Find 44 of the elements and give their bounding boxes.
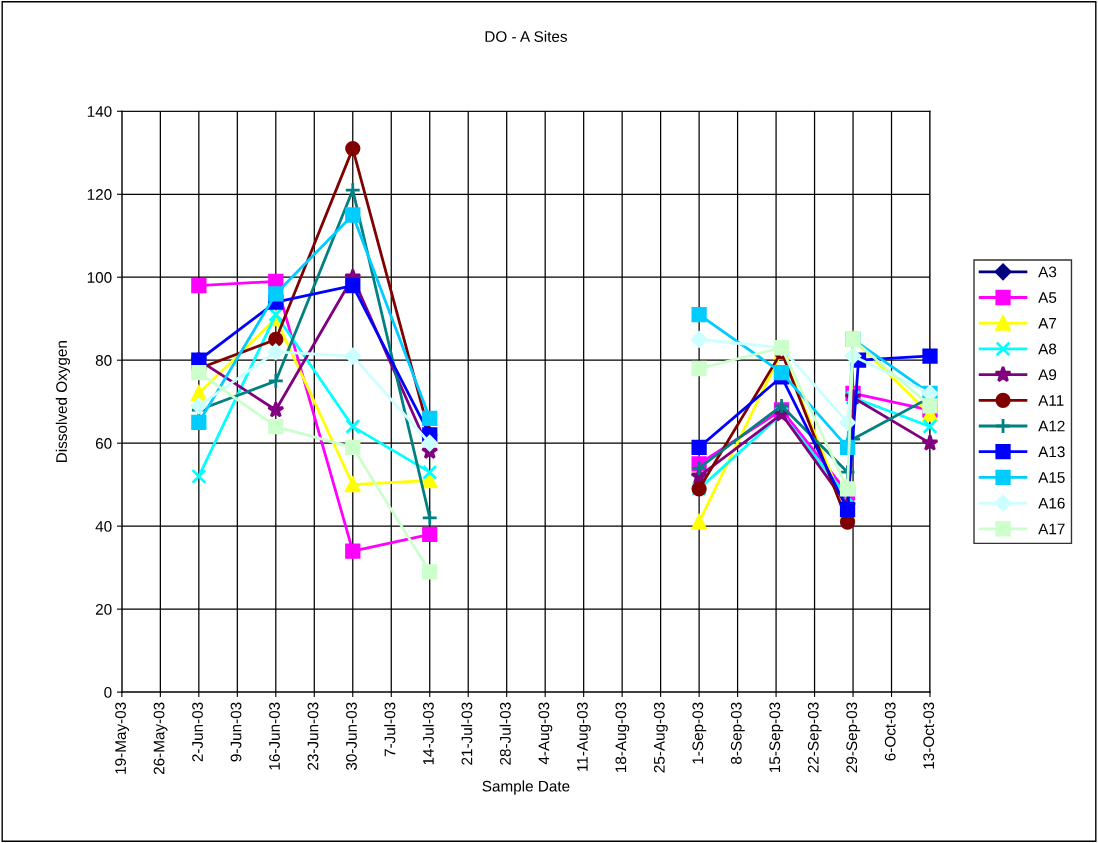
x-tick-label: 13-Oct-03 (923, 702, 935, 769)
chart-title: DO - A Sites (485, 30, 567, 42)
legend-label: A11 (1038, 395, 1064, 406)
legend-label: A12 (1038, 420, 1065, 432)
y-tick-label: 100 (87, 272, 112, 283)
x-tick-label: 18-Aug-03 (615, 702, 630, 772)
x-tick-label: 8-Sep-03 (730, 702, 745, 765)
x-tick-label: 26-May-03 (153, 702, 168, 775)
y-tick-label: 60 (95, 438, 112, 449)
x-tick-label: 16-Jun-03 (269, 702, 280, 770)
legend-label: A13 (1038, 446, 1065, 458)
x-tick-label: 11-Aug-03 (576, 702, 591, 771)
x-tick-label: 25-Aug-03 (653, 702, 668, 773)
x-tick-label: 29-Sep-03 (846, 702, 861, 773)
y-tick-label: 20 (95, 604, 112, 615)
x-tick-label: 14-Jul-03 (422, 702, 434, 765)
x-tick-label: 15-Sep-03 (769, 702, 784, 772)
legend-label: A7 (1038, 318, 1057, 329)
y-tick-label: 40 (95, 521, 112, 532)
x-tick-label: 28-Jul-03 (499, 702, 511, 765)
x-tick-label: 21-Jul-03 (461, 702, 473, 765)
legend-label: A8 (1038, 343, 1057, 355)
x-axis-title: Sample Date (482, 780, 570, 795)
y-tick-label: 80 (95, 355, 112, 366)
x-tick-label: 2-Jun-03 (192, 702, 203, 762)
legend-label: A3 (1038, 266, 1057, 278)
y-tick-label: 0 (104, 686, 112, 698)
x-tick-label: 9-Jun-03 (230, 702, 242, 762)
x-tick-label: 30-Jun-03 (346, 702, 357, 771)
x-tick-label: 7-Jul-03 (384, 702, 396, 757)
x-tick-label: 1-Sep-03 (692, 702, 707, 764)
legend-label: A9 (1038, 369, 1057, 381)
legend-label: A15 (1038, 472, 1065, 483)
y-tick-label: 120 (87, 189, 112, 200)
x-tick-label: 23-Jun-03 (307, 702, 319, 770)
x-tick-label: 19-May-03 (115, 702, 129, 774)
legend-label: A17 (1038, 523, 1065, 535)
y-tick-label: 140 (87, 106, 112, 117)
x-tick-label: 4-Aug-03 (538, 702, 553, 765)
legend-label: A16 (1038, 497, 1065, 509)
legend-label: A5 (1038, 292, 1057, 303)
x-tick-label: 6-Oct-03 (884, 702, 896, 761)
x-tick-label: 22-Sep-03 (807, 702, 822, 773)
y-axis-title: Dissolved Oxygen (55, 341, 70, 462)
